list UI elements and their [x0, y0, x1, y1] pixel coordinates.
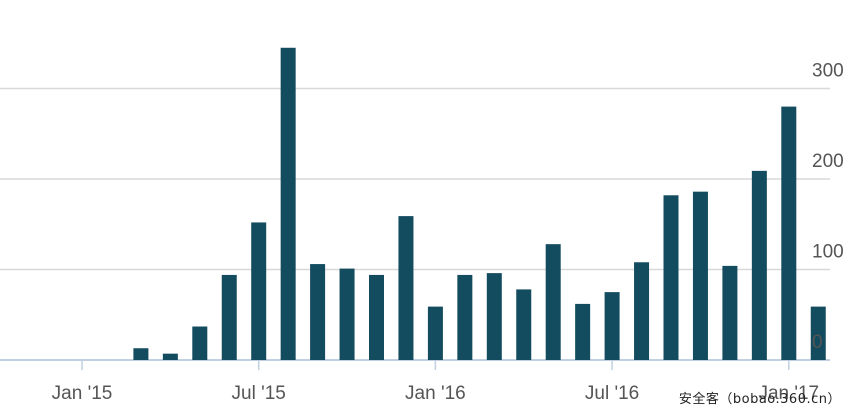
x-tick-label: Jul '16	[585, 383, 639, 404]
bar	[486, 273, 502, 360]
watermark: 安全客（bobao.360.cn）	[678, 392, 841, 407]
x-tick-label: Jan '16	[405, 383, 466, 404]
bar	[192, 326, 208, 360]
bar	[575, 303, 591, 360]
bars	[133, 47, 826, 361]
bar	[310, 264, 326, 360]
bar	[634, 262, 650, 360]
bar	[692, 191, 708, 360]
y-tick-label: 300	[812, 61, 844, 82]
bar	[751, 170, 767, 360]
x-tick-label: Jan '17	[758, 383, 819, 404]
y-tick-label: 200	[812, 151, 844, 172]
bar	[369, 274, 384, 360]
bar	[604, 292, 620, 360]
bar	[457, 274, 473, 360]
bar	[663, 195, 679, 360]
bar	[398, 216, 414, 360]
bar	[722, 265, 738, 360]
bar	[221, 274, 237, 360]
bar	[516, 289, 532, 360]
x-tick-label: Jul '15	[232, 383, 286, 404]
bar	[133, 348, 149, 360]
y-axis: 0 100 200 300	[812, 61, 844, 354]
y-tick-label: 100	[812, 242, 844, 263]
y-tick-label: 0	[812, 332, 823, 353]
bar	[162, 353, 178, 360]
x-axis: Jan '15 Jul '15 Jan '16 Jul '16 Jan '17	[52, 360, 819, 404]
bar	[339, 268, 355, 360]
bar	[251, 222, 267, 360]
bar	[781, 106, 797, 360]
bar	[810, 306, 826, 360]
x-tick-label: Jan '15	[52, 383, 113, 404]
bar	[545, 244, 561, 360]
bar	[280, 47, 296, 361]
bar	[427, 306, 443, 360]
